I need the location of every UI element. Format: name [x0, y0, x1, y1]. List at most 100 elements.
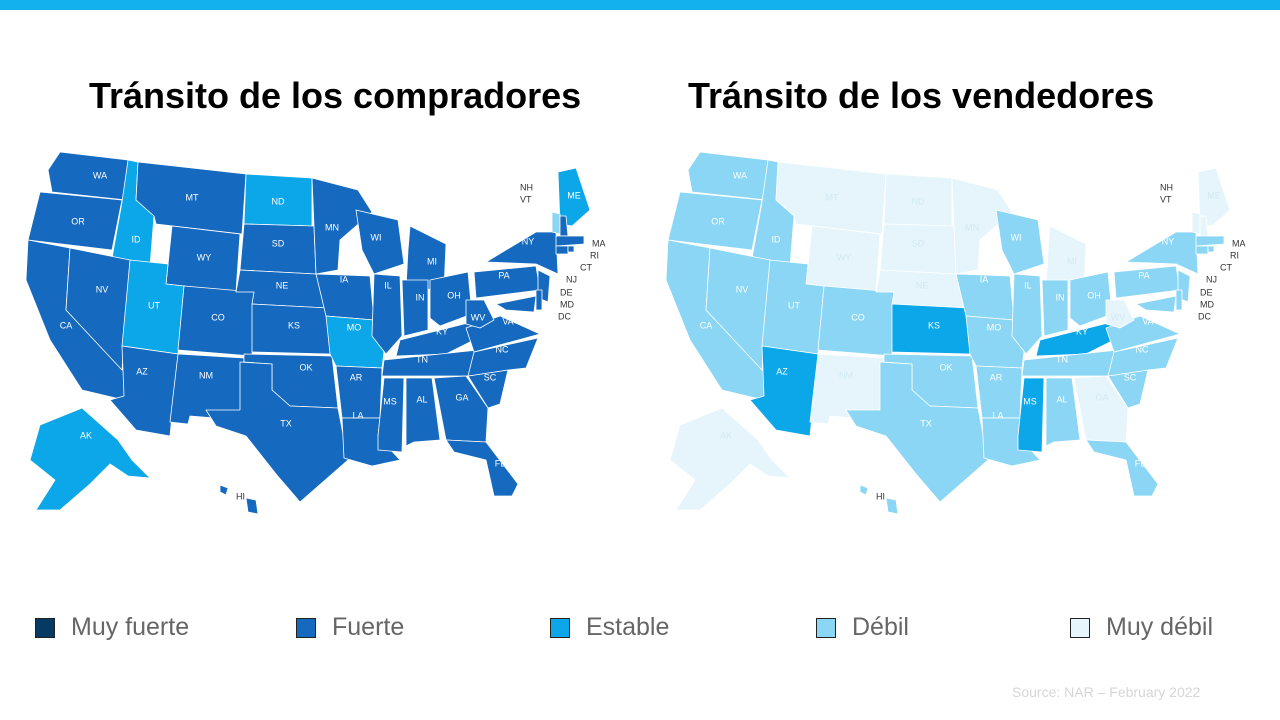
legend-swatch-muy-debil — [1070, 617, 1090, 638]
state-nv — [705, 247, 771, 371]
state-label-fl: FL — [1135, 458, 1146, 468]
state-label-ak: AK — [80, 430, 92, 440]
state-label-oh: OH — [447, 290, 461, 300]
legend-item-muy-fuerte: Muy fuerte — [35, 613, 189, 642]
state-label-mo: MO — [987, 322, 1002, 332]
state-label-tn: TN — [416, 354, 428, 364]
state-label-va: VA — [502, 316, 513, 326]
state-md — [1135, 295, 1177, 313]
state-label-wv: WV — [1111, 312, 1126, 322]
state-label-ma: MA — [592, 238, 606, 248]
state-wa — [47, 151, 129, 201]
state-label-wi: WI — [1011, 232, 1022, 242]
legend-label: Muy débil — [1106, 613, 1213, 641]
state-label-ia: IA — [980, 274, 989, 284]
state-hi — [219, 484, 259, 515]
state-label-wa: WA — [93, 170, 107, 180]
state-label-wv: WV — [471, 312, 486, 322]
state-label-hi: HI — [876, 491, 885, 501]
state-de — [535, 289, 543, 311]
state-ms — [377, 377, 405, 453]
state-label-nv: NV — [736, 284, 749, 294]
state-hi — [859, 484, 899, 515]
legend-item-muy-debil: Muy débil — [1070, 613, 1213, 642]
state-label-ky: KY — [1076, 326, 1088, 336]
state-label-id: ID — [772, 234, 782, 244]
state-nc — [467, 337, 539, 377]
state-ak — [29, 407, 151, 511]
state-label-mo: MO — [347, 322, 362, 332]
state-nc — [1107, 337, 1179, 377]
state-wv — [1105, 299, 1135, 329]
state-wv — [465, 299, 495, 329]
state-label-nm: NM — [199, 370, 213, 380]
state-label-ut: UT — [148, 300, 160, 310]
state-label-ar: AR — [990, 372, 1003, 382]
state-label-mt: MT — [826, 192, 839, 202]
top-accent-bar — [0, 0, 1280, 10]
state-label-ia: IA — [340, 274, 349, 284]
state-label-ct: CT — [580, 262, 592, 272]
state-label-sd: SD — [912, 238, 925, 248]
state-vt — [1191, 211, 1201, 235]
map-legend: Muy fuerte Fuerte Estable Débil Muy débi… — [0, 613, 1280, 649]
legend-item-estable: Estable — [550, 613, 669, 642]
state-sd — [879, 223, 957, 275]
legend-swatch-muy-fuerte — [35, 617, 55, 638]
state-label-ut: UT — [788, 300, 800, 310]
buyers-map-title: Tránsito de los compradores — [89, 75, 582, 116]
state-label-mn: MN — [965, 222, 979, 232]
state-label-ny: NY — [1162, 236, 1175, 246]
state-label-ca: CA — [60, 320, 73, 330]
legend-label: Estable — [586, 613, 670, 641]
state-fl — [445, 439, 519, 497]
state-label-ne: NE — [916, 280, 929, 290]
state-label-ak: AK — [720, 430, 732, 440]
state-label-sc: SC — [1124, 372, 1137, 382]
state-nv — [65, 247, 131, 371]
state-label-tx: TX — [280, 418, 292, 428]
sellers-us-map: WA OR CA ID NV MT WY UT AZ CO NM ND SD NE KS OK TX MN IA MO… — [665, 151, 1246, 515]
state-il — [1011, 273, 1043, 355]
sellers-map-title: Tránsito de los vendedores — [688, 75, 1155, 116]
legend-swatch-debil — [816, 617, 836, 638]
state-label-az: AZ — [136, 366, 148, 376]
state-oh — [1069, 271, 1113, 327]
state-in — [401, 279, 429, 337]
state-label-nj: NJ — [566, 274, 577, 284]
state-label-ga: GA — [455, 392, 468, 402]
legend-item-debil: Débil — [816, 613, 909, 642]
state-label-or: OR — [71, 216, 85, 226]
state-wa — [687, 151, 769, 201]
state-label-va: VA — [1142, 316, 1153, 326]
state-label-or: OR — [711, 216, 725, 226]
state-label-dc: DC — [558, 311, 571, 321]
state-label-ri: RI — [1230, 250, 1239, 260]
state-oh — [429, 271, 473, 327]
state-label-wy: WY — [837, 252, 852, 262]
state-label-ny: NY — [522, 236, 535, 246]
state-label-ca: CA — [700, 320, 713, 330]
state-ct — [555, 245, 569, 255]
state-label-hi: HI — [236, 491, 245, 501]
state-label-la: LA — [992, 410, 1003, 420]
state-label-in: IN — [1056, 292, 1065, 302]
state-label-oh: OH — [1087, 290, 1101, 300]
state-ms — [1017, 377, 1045, 453]
state-label-ok: OK — [299, 362, 312, 372]
buyers-us-map: WA OR CA ID NV MT WY UT AZ CO NM ND SD NE KS OK TX MN IA MO… — [25, 151, 606, 515]
state-label-ct: CT — [1220, 262, 1232, 272]
state-label-az: AZ — [776, 366, 788, 376]
state-label-nd: ND — [912, 196, 925, 206]
state-label-mi: MI — [1067, 256, 1077, 266]
state-or — [667, 191, 763, 251]
legend-item-fuerte: Fuerte — [296, 613, 404, 642]
state-al — [405, 377, 441, 447]
state-ga — [433, 375, 489, 443]
state-ri — [567, 245, 575, 253]
state-label-ks: KS — [288, 320, 300, 330]
state-label-ga: GA — [1095, 392, 1108, 402]
state-label-il: IL — [1024, 280, 1032, 290]
state-sd — [239, 223, 317, 275]
state-ak — [669, 407, 791, 511]
